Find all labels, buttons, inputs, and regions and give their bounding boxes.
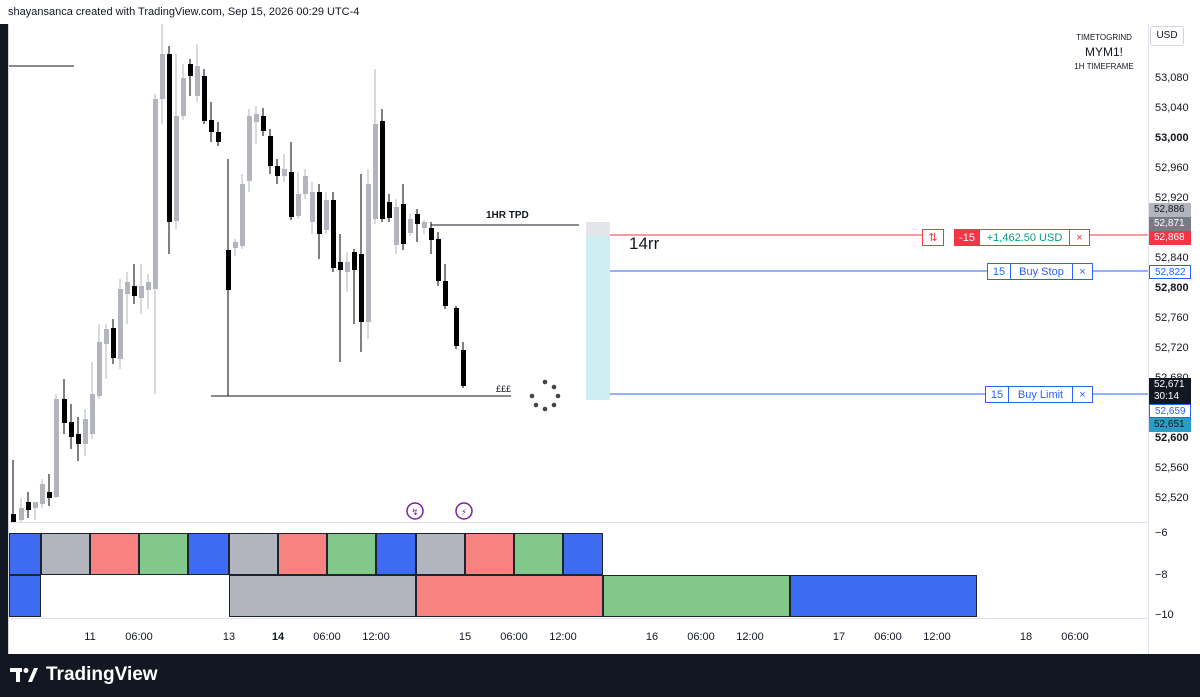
block-green <box>514 533 563 575</box>
block-gray <box>229 575 416 617</box>
block-gray <box>416 533 465 575</box>
tradingview-icon <box>10 668 38 682</box>
loading-spinner-icon <box>529 379 561 412</box>
buy-limit-price-badge: 52,659 <box>1149 404 1191 418</box>
block-red <box>416 575 603 617</box>
close-buy-stop-icon[interactable]: × <box>1073 263 1093 280</box>
event-icon-2: ⚡ <box>455 502 473 520</box>
symbol-name: MYM1! <box>1084 45 1123 59</box>
buy-limit-order[interactable]: 15 Buy Limit × <box>985 386 1093 403</box>
target-box-top <box>586 222 610 236</box>
price-tick: 52,920 <box>1155 192 1189 204</box>
time-tick: 06:00 <box>500 631 528 643</box>
price-tick: 52,800 <box>1155 282 1189 294</box>
buy-stop-label[interactable]: Buy Stop <box>1011 263 1073 280</box>
price-tick: 53,000 <box>1155 132 1189 144</box>
symbol-info: TIMETOGRIND MYM1! 1H TIMEFRAME <box>1061 33 1147 71</box>
buy-limit-qty[interactable]: 15 <box>985 386 1009 403</box>
time-tick: 06:00 <box>1061 631 1089 643</box>
buy-stop-qty[interactable]: 15 <box>987 263 1011 280</box>
header-title: shayansanca created with TradingView.com… <box>8 6 360 18</box>
currency-button[interactable]: USD <box>1150 26 1184 46</box>
brand-name: TradingView <box>46 664 158 685</box>
price-badge: 52,651 <box>1149 418 1191 432</box>
event-icon-1: ↯ <box>406 502 424 520</box>
price-tick: 52,560 <box>1155 462 1189 474</box>
block-gray <box>229 533 278 575</box>
block-green <box>327 533 376 575</box>
tpd-label: 1HR TPD <box>486 210 529 221</box>
block-green <box>139 533 188 575</box>
target-box <box>586 236 610 400</box>
price-axis[interactable]: 53,080 53,040 53,000 52,960 52,920 52,84… <box>1148 24 1200 654</box>
indicator-tick: −10 <box>1155 609 1174 621</box>
time-tick: 12:00 <box>362 631 390 643</box>
block-blue <box>9 533 41 575</box>
block-gray <box>41 533 90 575</box>
block-red <box>465 533 514 575</box>
candles <box>11 24 466 522</box>
time-tick: 17 <box>832 631 846 643</box>
price-tick: 52,520 <box>1155 492 1189 504</box>
reverse-icon[interactable]: ⇅ <box>922 229 944 246</box>
liquidity-label: £££ <box>496 384 512 394</box>
chart-header: shayansanca created with TradingView.com… <box>0 0 1200 24</box>
info-line1: TIMETOGRIND <box>1076 33 1132 42</box>
time-tick: 12:00 <box>923 631 951 643</box>
timeframe-label: 1H TIMEFRAME <box>1074 62 1134 71</box>
time-tick: 13 <box>222 631 236 643</box>
time-tick: 12:00 <box>549 631 577 643</box>
price-tick: 52,840 <box>1155 252 1189 264</box>
close-position-icon[interactable]: × <box>1070 229 1090 246</box>
price-tick: 53,040 <box>1155 102 1189 114</box>
candlestick-chart[interactable]: ↯ ⚡ <box>9 24 1148 522</box>
time-tick: 06:00 <box>313 631 341 643</box>
buy-stop-order[interactable]: 15 Buy Stop × <box>987 263 1093 280</box>
indicator-tick: −6 <box>1155 527 1168 539</box>
time-tick: 12:00 <box>736 631 764 643</box>
buy-stop-price-badge: 52,822 <box>1149 265 1191 279</box>
block-blue <box>188 533 229 575</box>
price-tick: 52,960 <box>1155 162 1189 174</box>
price-tick: 52,600 <box>1155 432 1189 444</box>
last-price: 52,671 <box>1154 379 1185 390</box>
buy-limit-label[interactable]: Buy Limit <box>1009 386 1073 403</box>
bar-countdown: 30:14 <box>1154 391 1180 402</box>
svg-text:↯: ↯ <box>411 508 419 518</box>
price-badge: 52,886 <box>1149 203 1191 217</box>
position-price-badge: 52,868 <box>1149 231 1191 245</box>
time-tick: 11 <box>84 631 96 643</box>
tradingview-logo[interactable]: TradingView <box>10 664 158 686</box>
indicator-pane[interactable] <box>8 522 1148 618</box>
block-blue <box>9 575 41 617</box>
time-tick: 06:00 <box>125 631 153 643</box>
time-tick: 16 <box>645 631 659 643</box>
block-green <box>603 575 790 617</box>
price-badge: 52,871 <box>1149 217 1191 231</box>
time-axis[interactable]: 11 06:00 13 14 06:00 12:00 15 06:00 12:0… <box>8 618 1148 654</box>
time-tick: 06:00 <box>874 631 902 643</box>
time-tick: 06:00 <box>687 631 715 643</box>
position-qty[interactable]: -15 <box>954 229 980 246</box>
price-tick: 53,080 <box>1155 72 1189 84</box>
block-blue <box>790 575 977 617</box>
time-tick: 18 <box>1019 631 1033 643</box>
last-price-badge: 52,671 30:14 <box>1149 378 1191 404</box>
time-tick: 14 <box>271 631 285 643</box>
block-red <box>90 533 139 575</box>
time-tick: 15 <box>458 631 472 643</box>
position-order[interactable]: ⇅ -15 +1,462.50 USD × <box>922 229 1090 246</box>
svg-text:⚡: ⚡ <box>461 508 467 518</box>
block-red <box>278 533 327 575</box>
block-blue <box>376 533 416 575</box>
block-blue <box>563 533 603 575</box>
rr-label: 14rr <box>629 234 660 253</box>
price-chart[interactable]: ↯ ⚡ 1HR TPD 14rr £££ TIMETOGRIND MYM1! 1… <box>8 24 1148 522</box>
close-buy-limit-icon[interactable]: × <box>1073 386 1093 403</box>
price-tick: 52,720 <box>1155 342 1189 354</box>
indicator-tick: −8 <box>1155 569 1168 581</box>
price-tick: 52,760 <box>1155 312 1189 324</box>
position-pnl: +1,462.50 USD <box>980 229 1070 246</box>
footer: TradingView <box>0 654 1200 697</box>
